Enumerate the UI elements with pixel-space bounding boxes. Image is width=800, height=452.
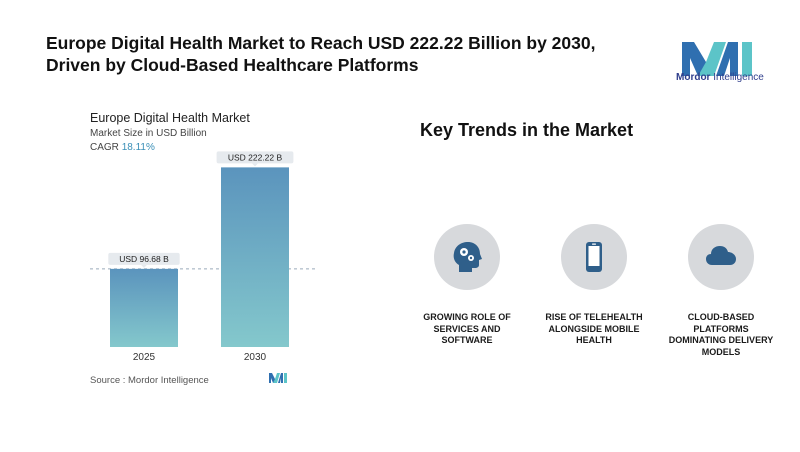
headline: Europe Digital Health Market to Reach US… xyxy=(46,32,656,76)
trend-label: CLOUD-BASED PLATFORMS DOMINATING DELIVER… xyxy=(668,312,774,357)
small-logo-icon xyxy=(269,373,287,383)
trends-title: Key Trends in the Market xyxy=(420,120,634,140)
head-gears-icon xyxy=(453,242,482,272)
trend-item-services-software: GROWING ROLE OF SERVICES AND SOFTWARE xyxy=(402,224,532,347)
trend-item-cloud-platforms: CLOUD-BASED PLATFORMS DOMINATING DELIVER… xyxy=(656,224,786,358)
headline-line-2: Driven by Cloud-Based Healthcare Platfor… xyxy=(46,55,419,75)
bar-2025 xyxy=(110,268,178,347)
x-tick-label: 2025 xyxy=(133,352,156,363)
data-label: USD 222.22 B xyxy=(228,152,283,162)
cloud-icon xyxy=(706,246,736,265)
bar-2030 xyxy=(221,167,289,347)
data-label-bg xyxy=(216,151,294,164)
cagr-label: CAGR xyxy=(90,142,119,153)
trend-item-telehealth-mobile: RISE OF TELEHEALTH ALONGSIDE MOBILE HEAL… xyxy=(529,224,659,347)
data-label-pointer xyxy=(252,163,258,167)
chart-cagr: CAGR 18.11% xyxy=(90,142,155,153)
trend-label: GROWING ROLE OF SERVICES AND SOFTWARE xyxy=(423,312,511,345)
logo-wordmark: Mordor Intelligence xyxy=(676,72,764,83)
trend-icon-circle xyxy=(561,224,627,290)
chart-source: Source : Mordor Intelligence xyxy=(90,375,209,386)
cagr-value: 18.11% xyxy=(121,142,155,153)
data-label-pointer xyxy=(141,264,147,268)
headline-line-1: Europe Digital Health Market to Reach US… xyxy=(46,33,596,53)
x-tick-label: 2030 xyxy=(244,352,267,363)
bar-chart: USD 96.68 B 2025 USD 222.22 B 2030 xyxy=(90,151,316,363)
data-label-bg xyxy=(108,252,180,265)
mordor-intelligence-logo xyxy=(682,42,752,76)
trend-icon-circle xyxy=(434,224,500,290)
trend-icon-circle xyxy=(688,224,754,290)
chart-subtitle: Market Size in USD Billion xyxy=(90,128,207,139)
smartphone-icon xyxy=(586,242,602,272)
trend-label: RISE OF TELEHEALTH ALONGSIDE MOBILE HEAL… xyxy=(545,312,643,345)
chart-title: Europe Digital Health Market xyxy=(90,111,250,125)
data-label: USD 96.68 B xyxy=(119,254,169,264)
